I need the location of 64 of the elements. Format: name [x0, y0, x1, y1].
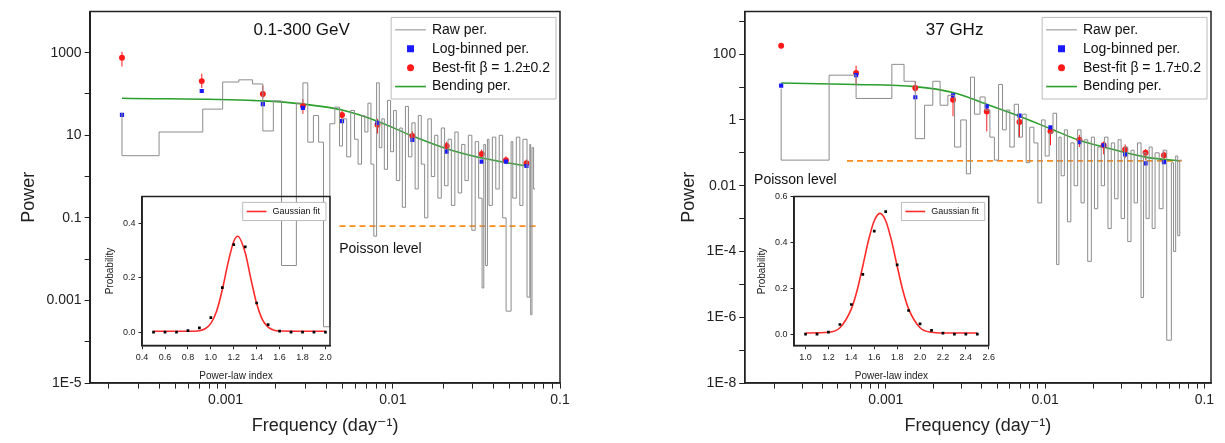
x-tick-label: 2.6 — [982, 352, 995, 363]
legend-label: Raw per. — [431, 20, 488, 37]
x-tick-label: 0.01 — [379, 390, 407, 407]
x-axis-title: Frequency (day⁻¹) — [904, 415, 1052, 436]
annotation: Poisson level — [754, 171, 837, 188]
legend-label: Best-fit β = 1.7±0.2 — [1082, 58, 1202, 75]
y-tick-label: 0.001 — [46, 291, 82, 308]
y-tick-label: 0.2 — [123, 272, 136, 283]
x-tick-label: 0.001 — [208, 390, 244, 407]
x-tick-label: 2.2 — [936, 352, 950, 363]
y-tick-label: 0.0 — [123, 326, 136, 337]
y-axis-title: Power — [17, 171, 38, 223]
y-tick-label: 10 — [66, 126, 82, 143]
y-tick-label: 0.2 — [775, 282, 788, 293]
y-tick-label: 0.4 — [775, 236, 788, 247]
x-axis-title: Frequency (day⁻¹) — [251, 415, 399, 436]
legend-label: Bending per. — [431, 77, 511, 94]
x-tick-label: 1.6 — [273, 352, 286, 363]
x-tick-label: 0.6 — [158, 352, 172, 363]
x-tick-label: 2.0 — [319, 352, 332, 363]
x-tick-label: 1.0 — [204, 352, 218, 363]
x-tick-label: 0.8 — [181, 352, 195, 363]
legend-label: Gaussian fit — [931, 205, 980, 216]
y-axis-title: Probability — [755, 247, 767, 295]
legend-label: Bending per. — [1082, 77, 1162, 94]
x-tick-label: 1.2 — [227, 352, 241, 363]
x-tick-label: 2.0 — [913, 352, 927, 363]
y-tick-label: 1000 — [50, 43, 82, 60]
y-axis-title: Power — [677, 171, 698, 223]
y-tick-label: 1E-6 — [706, 308, 737, 325]
y-axis-title: Probability — [103, 247, 115, 295]
x-tick-label: 1.2 — [822, 352, 835, 363]
x-tick-label: 0.01 — [1031, 390, 1059, 407]
x-tick-label: 1.4 — [250, 352, 263, 363]
x-tick-label: 0.1 — [1194, 390, 1215, 407]
y-tick-label: 1 — [728, 110, 737, 127]
legend-label: Log-binned per. — [1082, 39, 1181, 56]
x-tick-label: 1.8 — [890, 352, 904, 363]
legend-label: Best-fit β = 1.2±0.2 — [431, 58, 551, 75]
x-tick-label: 1.8 — [296, 352, 309, 363]
y-tick-label: 1E-8 — [706, 373, 737, 390]
y-tick-label: 0.4 — [123, 218, 136, 229]
annotation: Poisson level — [339, 240, 422, 257]
y-tick-label: 0.1 — [62, 208, 82, 225]
y-tick-label: 0.01 — [708, 176, 737, 193]
x-tick-label: 0.1 — [550, 390, 570, 407]
y-tick-label: 0.0 — [775, 328, 788, 339]
y-tick-label: 0.6 — [775, 190, 788, 201]
legend-label: Log-binned per. — [431, 39, 530, 56]
y-tick-label: 100 — [712, 45, 737, 62]
legend-label: Gaussian fit — [272, 205, 321, 216]
legend-label: Raw per. — [1082, 20, 1139, 37]
y-tick-label: 1E-5 — [52, 373, 82, 390]
x-tick-label: 0.001 — [868, 390, 904, 407]
text: 0.1-300 GeV — [253, 19, 351, 39]
x-tick-label: 2.4 — [959, 352, 973, 363]
x-tick-label: 1.6 — [868, 352, 881, 363]
x-tick-label: 0.4 — [135, 352, 149, 363]
text: 37 GHz — [925, 19, 984, 39]
x-axis-title: Power-law index — [854, 369, 929, 381]
x-tick-label: 1.0 — [799, 352, 812, 363]
x-axis-title: Power-law index — [199, 369, 273, 381]
x-tick-label: 1.4 — [845, 352, 858, 363]
y-tick-label: 1E-4 — [706, 242, 737, 259]
